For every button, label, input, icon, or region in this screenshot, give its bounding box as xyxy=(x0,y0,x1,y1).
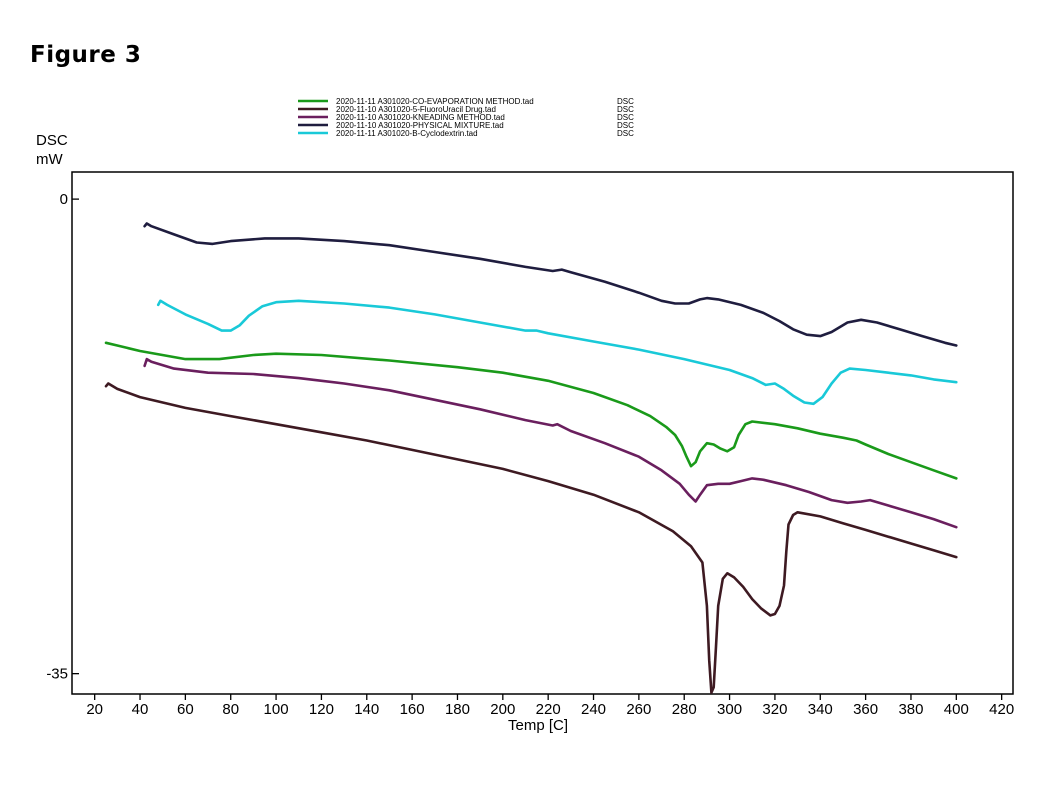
x-tick-label: 100 xyxy=(264,701,289,718)
legend-entry-label: 2020-11-10 A301020-PHYSICAL MIXTURE.tad xyxy=(336,121,504,130)
legend-entry-label: 2020-11-11 A301020-B-Cyclodextrin.tad xyxy=(336,129,478,138)
legend-entry-signal: DSC xyxy=(617,121,634,130)
y-axis-ticks: 0 -35 xyxy=(46,191,79,683)
x-tick-label: 160 xyxy=(400,701,425,718)
y-axis-title-line1: DSC xyxy=(36,132,68,149)
legend: 2020-11-11 A301020-CO-EVAPORATION METHOD… xyxy=(298,97,634,138)
x-tick-label: 60 xyxy=(177,701,194,718)
legend-entry-signal: DSC xyxy=(617,129,634,138)
x-tick-label: 220 xyxy=(536,701,561,718)
x-tick-label: 200 xyxy=(490,701,515,718)
x-tick-label: 380 xyxy=(898,701,923,718)
x-tick-label: 80 xyxy=(222,701,239,718)
x-tick-label: 140 xyxy=(354,701,379,718)
series-line-1 xyxy=(104,382,958,694)
series-line-4 xyxy=(156,299,958,406)
x-tick-label: 260 xyxy=(626,701,651,718)
x-tick-label: 340 xyxy=(808,701,833,718)
legend-entry-signal: DSC xyxy=(617,105,634,114)
x-tick-label: 280 xyxy=(672,701,697,718)
legend-entry-label: 2020-11-10 A301020-5-FluoroUracil Drug.t… xyxy=(336,105,496,114)
x-tick-label: 180 xyxy=(445,701,470,718)
x-tick-label: 400 xyxy=(944,701,969,718)
legend-entry-signal: DSC xyxy=(617,113,634,122)
y-tick-label: -35 xyxy=(46,666,68,683)
series-line-3 xyxy=(143,222,958,347)
series-line-0 xyxy=(104,341,958,480)
x-tick-label: 360 xyxy=(853,701,878,718)
legend-entry-label: 2020-11-10 A301020-KNEADING METHOD.tad xyxy=(336,113,505,122)
x-axis-title: Temp [C] xyxy=(508,717,568,734)
x-tick-label: 320 xyxy=(762,701,787,718)
y-tick-label: 0 xyxy=(60,191,68,208)
series-line-2 xyxy=(143,357,958,529)
x-tick-label: 240 xyxy=(581,701,606,718)
x-tick-label: 300 xyxy=(717,701,742,718)
x-tick-label: 420 xyxy=(989,701,1014,718)
x-tick-label: 20 xyxy=(86,701,103,718)
x-axis-ticks: 20 40 60 80 100 120 140 160 180 200 220 240 260 280 30… xyxy=(86,694,1014,718)
x-tick-label: 120 xyxy=(309,701,334,718)
plot-area-frame xyxy=(71,171,1014,695)
figure-label: Figure 3 xyxy=(30,42,142,68)
y-axis-title-line2: mW xyxy=(36,151,63,168)
series-group xyxy=(104,222,958,694)
x-tick-label: 40 xyxy=(132,701,149,718)
legend-entry-label: 2020-11-11 A301020-CO-EVAPORATION METHOD… xyxy=(336,97,534,106)
legend-entry-signal: DSC xyxy=(617,97,634,106)
